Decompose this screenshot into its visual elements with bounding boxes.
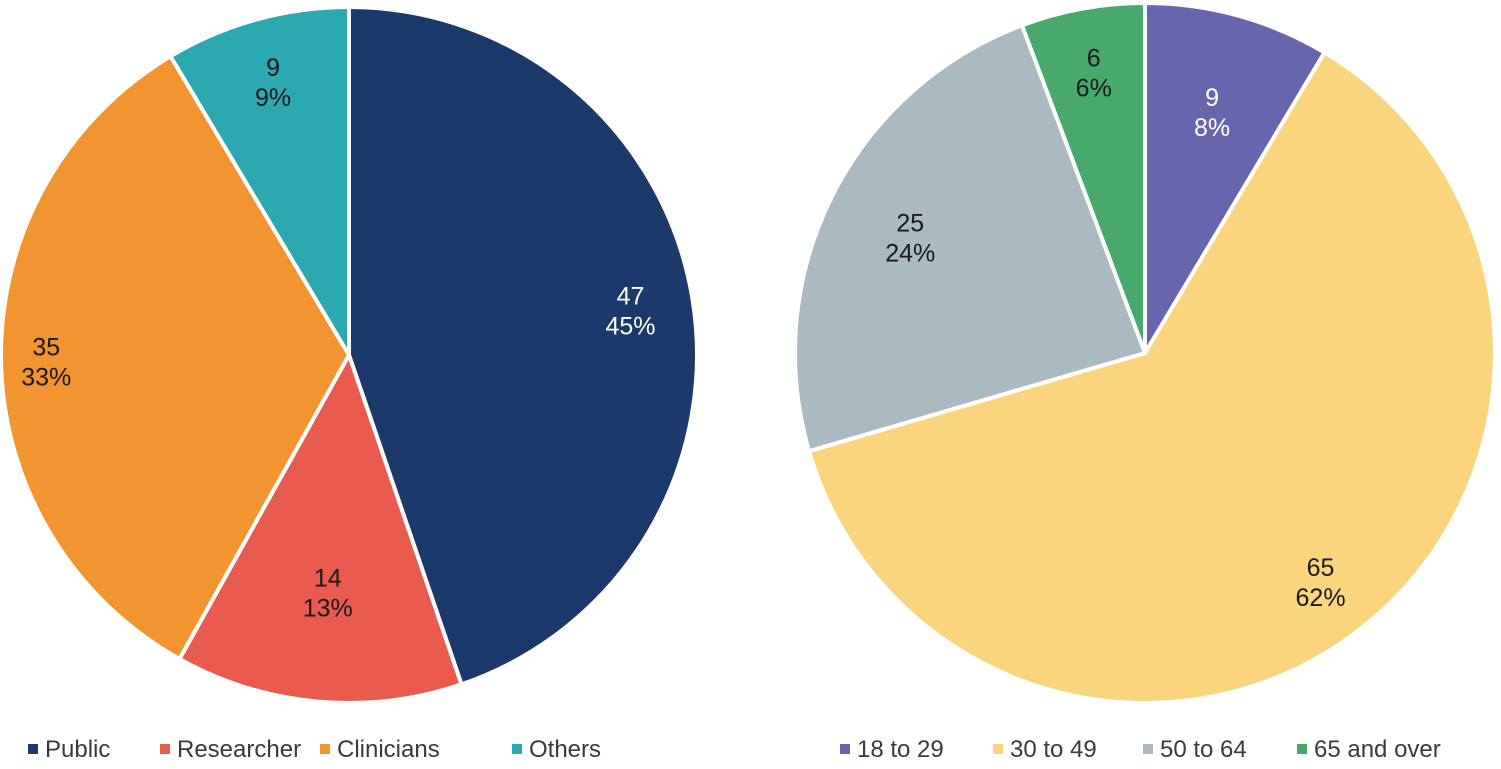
data-label-clinicians: 35 33% xyxy=(21,334,71,392)
legend-swatch xyxy=(1297,744,1307,754)
data-label-18-to-29: 9 8% xyxy=(1194,84,1230,142)
data-label-30-to-49: 65 62% xyxy=(1296,554,1346,612)
data-label-value: 65 xyxy=(1307,554,1335,582)
legend-label: 18 to 29 xyxy=(857,736,944,763)
legend-swatch xyxy=(1143,744,1153,754)
legend-item-researcher: Researcher xyxy=(160,736,301,763)
data-label-percent: 45% xyxy=(605,312,655,340)
stakeholder-legend: Public Researcher Clinicians Others xyxy=(28,736,601,763)
data-label-researcher: 14 13% xyxy=(303,565,353,623)
data-label-value: 9 xyxy=(266,54,280,82)
legend-swatch xyxy=(840,744,850,754)
legend-label: 50 to 64 xyxy=(1160,736,1247,763)
pie-slice-others xyxy=(168,5,351,357)
data-label-value: 25 xyxy=(896,210,924,238)
pie-slice-50-to-64 xyxy=(793,23,1147,454)
data-label-percent: 33% xyxy=(21,364,71,392)
pie-slice-18-to-29 xyxy=(1143,1,1327,355)
data-label-public: 47 45% xyxy=(605,282,655,340)
data-label-percent: 6% xyxy=(1076,75,1112,103)
pie-slice-65-and-over xyxy=(1020,1,1147,355)
stakeholder-pie-chart: 47 45% 14 13% 35 33% 9 9% xyxy=(0,5,699,705)
legend-label: Others xyxy=(529,736,601,763)
legend-item-clinicians: Clinicians xyxy=(320,736,440,763)
data-label-others: 9 9% xyxy=(255,54,291,112)
pie-slice-clinicians xyxy=(0,54,351,661)
data-label-50-to-64: 25 24% xyxy=(885,210,935,268)
legend-label: Clinicians xyxy=(337,736,440,763)
legend-swatch xyxy=(993,744,1003,754)
legend-label: 65 and over xyxy=(1314,736,1441,763)
data-label-value: 14 xyxy=(314,565,342,593)
legend-swatch xyxy=(320,744,330,754)
legend-item-18-to-29: 18 to 29 xyxy=(840,736,944,763)
legend-item-50-to-64: 50 to 64 xyxy=(1143,736,1247,763)
legend-label: Researcher xyxy=(177,736,301,763)
legend-swatch xyxy=(28,744,38,754)
legend-label: 30 to 49 xyxy=(1010,736,1097,763)
pie-slice-public xyxy=(347,5,699,687)
data-label-value: 6 xyxy=(1087,45,1101,73)
age-group-legend: 18 to 29 30 to 49 50 to 64 65 and over xyxy=(840,736,1441,763)
age-group-pie-chart: 9 8% 65 62% 25 24% 6 6% xyxy=(793,1,1497,705)
legend-item-30-to-49: 30 to 49 xyxy=(993,736,1097,763)
data-label-percent: 62% xyxy=(1296,584,1346,612)
data-label-percent: 13% xyxy=(303,595,353,623)
legend-label: Public xyxy=(45,736,110,763)
pie-slice-researcher xyxy=(177,353,464,705)
data-label-65-and-over: 6 6% xyxy=(1076,45,1112,103)
data-label-percent: 9% xyxy=(255,84,291,112)
data-label-value: 9 xyxy=(1205,84,1219,112)
data-label-value: 47 xyxy=(617,282,645,310)
data-label-percent: 8% xyxy=(1194,114,1230,142)
legend-item-65-and-over: 65 and over xyxy=(1297,736,1441,763)
legend-item-public: Public xyxy=(28,736,110,763)
legend-swatch xyxy=(512,744,522,754)
legend-item-others: Others xyxy=(512,736,601,763)
data-label-value: 35 xyxy=(32,334,60,362)
legend-swatch xyxy=(160,744,170,754)
data-label-percent: 24% xyxy=(885,240,935,268)
pie-slice-30-to-49 xyxy=(807,50,1497,705)
